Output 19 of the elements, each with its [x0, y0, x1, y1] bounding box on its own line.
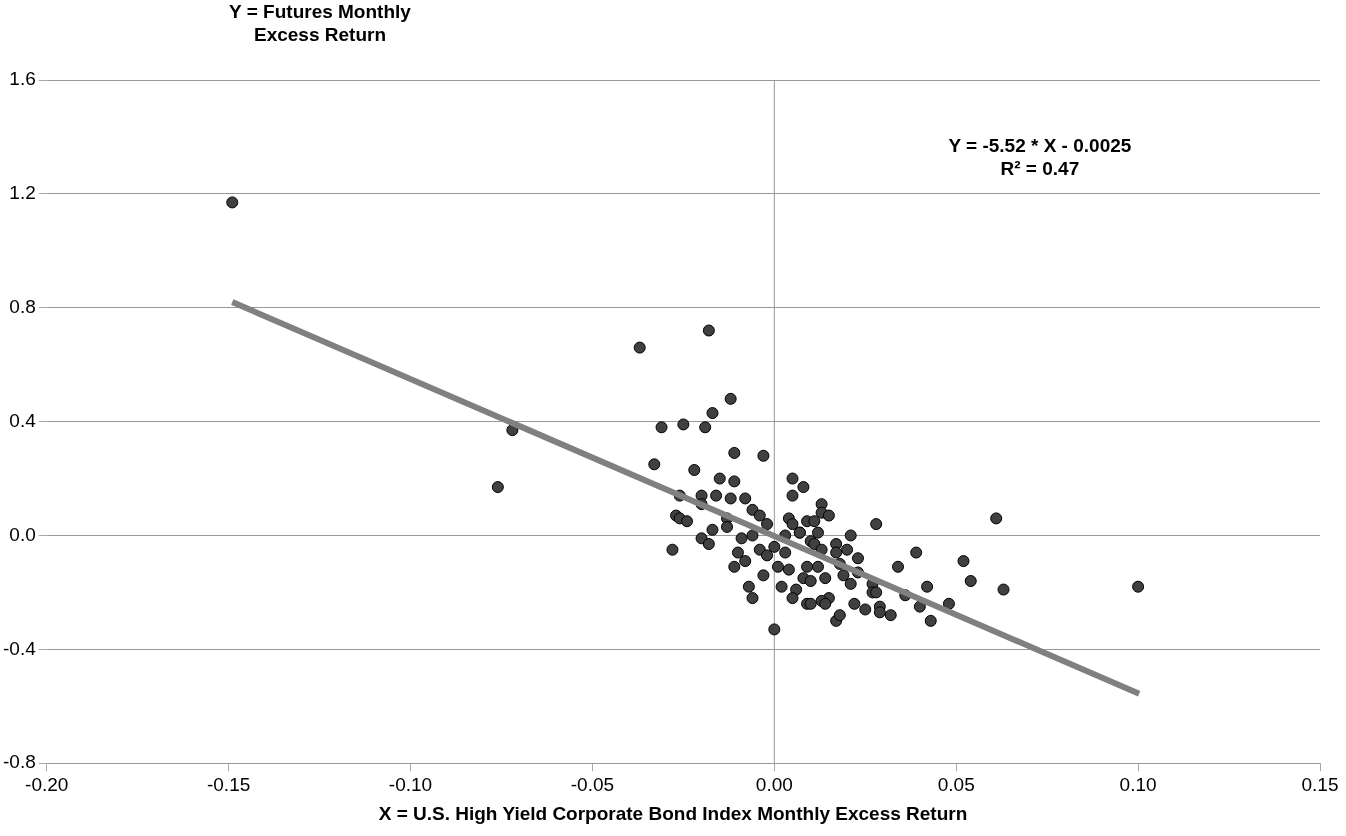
y-tick-label: 1.6: [9, 68, 36, 90]
y-tick-label: 0.4: [9, 409, 37, 431]
y-tick-label: 0.8: [9, 295, 36, 317]
x-tick-label: -0.20: [25, 773, 69, 795]
x-tick-label: -0.10: [388, 773, 433, 795]
y-tick-label: 1.2: [9, 182, 36, 204]
y-tick-label: 0.0: [9, 523, 36, 545]
x-tick-label: 0.15: [1301, 773, 1339, 795]
annotation: Y = -5.52 * X - 0.0025: [948, 135, 1132, 156]
x-tick-label: -0.05: [570, 773, 615, 795]
x-axis-title: X = U.S. High Yield Corporate Bond Index Monthly Excess Return: [377, 803, 969, 825]
x-tick-label: 0.10: [1119, 773, 1157, 795]
x-tick-label: 0.00: [755, 773, 793, 795]
y-tick-label: -0.8: [2, 751, 36, 773]
x-tick-label: -0.15: [206, 773, 251, 795]
x-tick-label: 0.05: [937, 773, 975, 795]
y-axis-title: Y = Futures Monthly Excess Return: [228, 0, 412, 46]
annotation: R² = 0.47: [1000, 158, 1080, 179]
y-tick-label: -0.4: [2, 637, 37, 659]
